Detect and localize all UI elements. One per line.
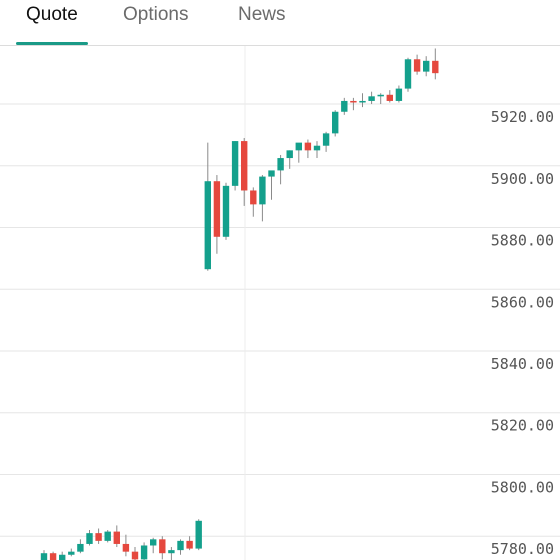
tab-options[interactable]: Options: [123, 4, 189, 25]
candle-up: [332, 111, 339, 134]
candles: [40, 48, 439, 560]
tab-quote[interactable]: Quote: [26, 4, 78, 25]
horizontal-gridlines: [0, 103, 560, 537]
candle-down: [49, 553, 57, 560]
candle-down: [304, 142, 312, 151]
candle-down: [350, 100, 357, 103]
price-axis: 5920.00 5900.00 5880.00 5860.00 5840.00 5820.…: [491, 108, 554, 558]
candle-up: [423, 60, 430, 72]
candle-up: [195, 520, 202, 549]
candle-up: [222, 185, 230, 237]
candle-down: [113, 531, 120, 544]
candle-up: [313, 145, 321, 151]
candle-down: [131, 551, 139, 560]
candle-down: [413, 59, 421, 72]
candle-up: [277, 158, 284, 171]
candle-down: [241, 141, 248, 191]
candle-down: [186, 540, 193, 549]
candle-up: [77, 543, 84, 552]
candle-down: [122, 543, 130, 552]
candle-down: [213, 181, 221, 237]
candle-down: [95, 533, 102, 541]
tab-bar: Quote Options News: [0, 0, 560, 46]
candle-up: [40, 553, 48, 560]
candle-up: [68, 551, 75, 555]
candle-up: [168, 550, 175, 554]
candlestick-chart[interactable]: 5920.00 5900.00 5880.00 5860.00 5840.00 5820.…: [0, 46, 560, 560]
candle-up: [404, 59, 412, 89]
price-tick-label: 5900.00: [491, 170, 554, 188]
price-tick-label: 5840.00: [491, 355, 554, 373]
candle-up: [104, 531, 111, 541]
candle-up: [368, 96, 375, 101]
candle-up: [150, 539, 157, 546]
candle-up: [322, 133, 330, 146]
candle-up: [140, 545, 148, 560]
candle-down: [250, 190, 257, 205]
candle-down: [432, 60, 439, 74]
candle-up: [359, 100, 366, 103]
candle-up: [177, 540, 184, 551]
price-tick-label: 5820.00: [491, 417, 554, 435]
active-tab-indicator: [16, 42, 88, 45]
price-tick-label: 5860.00: [491, 293, 554, 311]
tab-news[interactable]: News: [238, 4, 286, 25]
candle-up: [295, 142, 302, 151]
candle-down: [159, 539, 166, 554]
candle-up: [286, 150, 293, 159]
candle-up: [204, 181, 211, 270]
candle-up: [341, 100, 348, 112]
candle-up: [377, 94, 384, 97]
candle-up: [259, 176, 266, 205]
candle-up: [395, 88, 403, 101]
candle-down: [386, 94, 393, 101]
price-tick-label: 5880.00: [491, 232, 554, 250]
price-tick-label: 5800.00: [491, 478, 554, 496]
candle-up: [268, 170, 275, 177]
price-tick-label: 5920.00: [491, 108, 554, 126]
candle-up: [231, 141, 239, 186]
price-tick-label: 5780.00: [491, 540, 554, 558]
candle-up: [59, 554, 66, 560]
candle-up: [86, 533, 93, 544]
